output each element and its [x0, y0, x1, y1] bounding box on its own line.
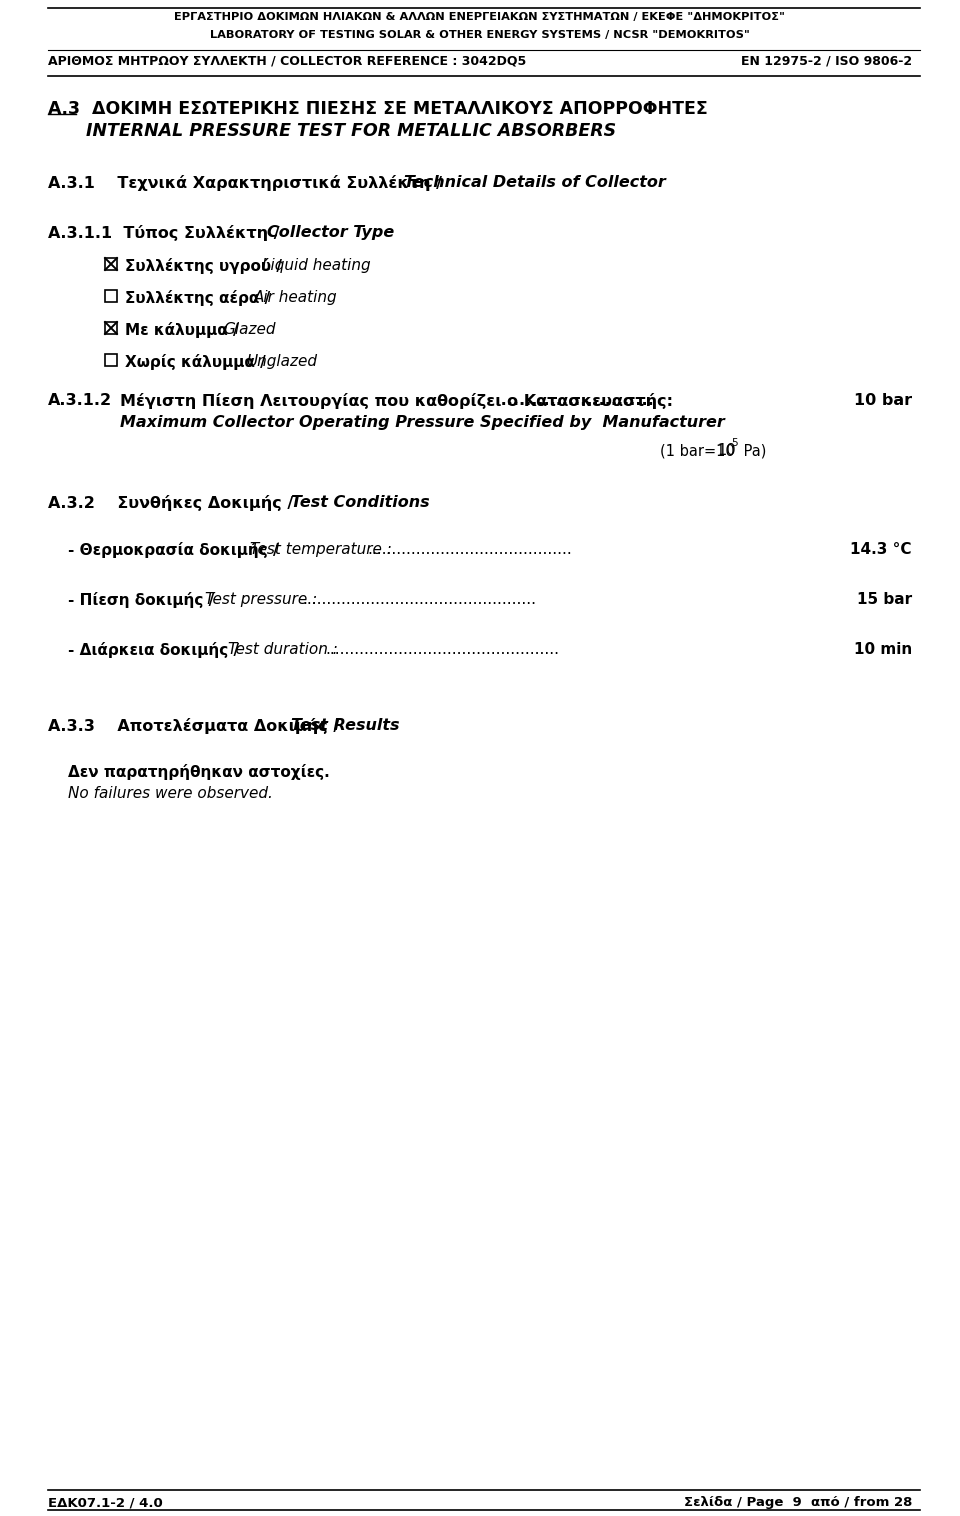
Text: Χωρίς κάλυμμα /: Χωρίς κάλυμμα / [125, 355, 271, 370]
Text: 10 min: 10 min [853, 641, 912, 656]
Text: Α.3.1.2: Α.3.1.2 [48, 393, 112, 408]
Text: Σελίδα / Page  9  από / from 28: Σελίδα / Page 9 από / from 28 [684, 1496, 912, 1508]
Text: Μέγιστη Πίεση Λειτουργίας που καθορίζει ο Κατασκευαστής:: Μέγιστη Πίεση Λειτουργίας που καθορίζει … [120, 393, 673, 409]
Text: Με κάλυμμα /: Με κάλυμμα / [125, 321, 244, 338]
Text: ..........................................: ........................................… [368, 543, 572, 556]
Text: (1 bar=10: (1 bar=10 [660, 443, 734, 458]
Text: Α.3.1    Τεχνικά Χαρακτηριστικά Συλλέκτη /: Α.3.1 Τεχνικά Χαρακτηριστικά Συλλέκτη / [48, 174, 447, 191]
Text: Δεν παρατηρήθηκαν αστοχίες.: Δεν παρατηρήθηκαν αστοχίες. [68, 764, 329, 781]
Text: 10: 10 [718, 443, 736, 458]
Text: ΑΡΙΘΜΟΣ ΜΗΤΡΩΟΥ ΣΥΛΛΕΚΤΗ / COLLECTOR REFERENCE : 3042DQ5: ΑΡΙΘΜΟΣ ΜΗΤΡΩΟΥ ΣΥΛΛΕΚΤΗ / COLLECTOR REF… [48, 55, 526, 67]
Text: EN 12975-2 / ISO 9806-2: EN 12975-2 / ISO 9806-2 [741, 55, 912, 67]
Text: Test Conditions: Test Conditions [291, 496, 430, 509]
Text: Α.3  ΔΟΚΙΜΗ ΕΣΩΤΕΡΙΚΗΣ ΠΙΕΣΗΣ ΣΕ ΜΕΤΑΛΛΙΚΟΥΣ ΑΠΟΡΡΟΦΗΤΕΣ: Α.3 ΔΟΚΙΜΗ ΕΣΩΤΕΡΙΚΗΣ ΠΙΕΣΗΣ ΣΕ ΜΕΤΑΛΛΙΚ… [48, 100, 708, 118]
Text: LABORATORY OF TESTING SOLAR & OTHER ENERGY SYSTEMS / NCSR "DEMOKRITOS": LABORATORY OF TESTING SOLAR & OTHER ENER… [210, 30, 750, 39]
Text: ΕΔΚ07.1-2 / 4.0: ΕΔΚ07.1-2 / 4.0 [48, 1496, 163, 1508]
Text: Α.3.1.1  Τύπος Συλλέκτη /: Α.3.1.1 Τύπος Συλλέκτη / [48, 224, 285, 241]
Text: Test Results: Test Results [291, 719, 399, 734]
Text: INTERNAL PRESSURE TEST FOR METALLIC ABSORBERS: INTERNAL PRESSURE TEST FOR METALLIC ABSO… [86, 121, 616, 139]
Text: Συλλέκτης αέρα /: Συλλέκτης αέρα / [125, 290, 276, 306]
Text: Test pressure :: Test pressure : [204, 593, 317, 606]
Text: Collector Type: Collector Type [267, 224, 394, 240]
Text: Α.3.2    Συνθήκες Δοκιμής /: Α.3.2 Συνθήκες Δοκιμής / [48, 496, 299, 511]
Bar [105, 355, 117, 365]
Text: .........................: ......................... [495, 393, 660, 408]
Text: 14.3 °C: 14.3 °C [851, 543, 912, 556]
Text: 5: 5 [732, 438, 738, 449]
Bar [105, 321, 117, 334]
Text: ................................................: ........................................… [325, 641, 559, 656]
Text: Test duration :: Test duration : [228, 641, 338, 656]
Text: No failures were observed.: No failures were observed. [68, 785, 273, 800]
Bar [105, 290, 117, 302]
Text: Liquid heating: Liquid heating [262, 258, 371, 273]
Text: ΕΡΓΑΣΤΗΡΙΟ ΔΟΚΙΜΩΝ ΗΛΙΑΚΩΝ & ΑΛΛΩΝ ΕΝΕΡΓΕΙΑΚΩΝ ΣΥΣΤΗΜΑΤΩΝ / ΕΚΕΦΕ "ΔΗΜΟΚΡΙΤΟΣ": ΕΡΓΑΣΤΗΡΙΟ ΔΟΚΙΜΩΝ ΗΛΙΑΚΩΝ & ΑΛΛΩΝ ΕΝΕΡΓ… [175, 12, 785, 23]
Text: Test temperature :: Test temperature : [251, 543, 393, 556]
Text: Συλλέκτης υγρού /: Συλλέκτης υγρού / [125, 258, 287, 274]
Text: Maximum Collector Operating Pressure Specified by  Manufacturer: Maximum Collector Operating Pressure Spe… [120, 415, 725, 431]
Text: Technical Details of Collector: Technical Details of Collector [404, 174, 666, 190]
Text: - Θερμοκρασία δοκιμής /: - Θερμοκρασία δοκιμής / [68, 543, 284, 558]
Text: - Διάρκεια δοκιμής /: - Διάρκεια δοκιμής / [68, 641, 245, 658]
Text: Air heating: Air heating [254, 290, 338, 305]
Text: - Πίεση δοκιμής /: - Πίεση δοκιμής / [68, 593, 220, 608]
Text: Unglazed: Unglazed [247, 355, 318, 368]
Text: 10 bar: 10 bar [853, 393, 912, 408]
Text: Α.3.3    Αποτελέσματα Δοκιμής /: Α.3.3 Αποτελέσματα Δοκιμής / [48, 719, 345, 734]
Bar [105, 258, 117, 270]
Text: Glazed: Glazed [224, 321, 276, 337]
Text: ................................................: ........................................… [302, 593, 537, 606]
Text: Pa): Pa) [738, 443, 766, 458]
Text: 15 bar: 15 bar [857, 593, 912, 606]
